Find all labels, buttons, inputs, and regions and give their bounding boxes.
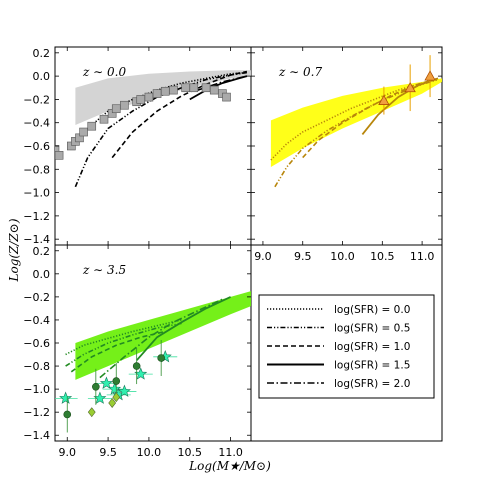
data-point-circle-3 — [132, 362, 141, 370]
legend-label-3: log(SFR) = 1.5 — [334, 360, 410, 372]
series-line-2 — [302, 77, 439, 159]
y-tick-label: −1.2 — [23, 210, 50, 223]
x-tick-label: 10.5 — [370, 250, 395, 263]
series-line-3 — [361, 77, 439, 135]
data-point-diamond-0 — [87, 407, 96, 418]
data-point-square-0 — [55, 145, 60, 154]
legend-label-2: log(SFR) = 1.0 — [334, 341, 410, 353]
y-tick-label: 0.2 — [33, 47, 51, 60]
figure-frame — [54, 46, 443, 442]
tick-labels: 0.20.0−0.2−0.4−0.6−0.8−1.0−1.2−1.40.20.0… — [23, 47, 442, 459]
y-tick-label: −0.8 — [23, 163, 50, 176]
data-point-circle-4 — [157, 354, 165, 362]
y-tick-label: −1.0 — [23, 383, 50, 396]
data-point-square-22 — [222, 92, 231, 102]
data-point-square-20 — [209, 85, 219, 95]
y-tick-label: −0.6 — [23, 337, 50, 350]
y-tick-label: 0.2 — [33, 245, 51, 258]
data-point-square-18 — [189, 83, 199, 93]
series-line-4 — [197, 75, 248, 91]
data-point-square-16 — [169, 85, 178, 95]
panel-2: z ∼ 3.5 — [55, 263, 251, 433]
panel-label-2: z ∼ 3.5 — [82, 263, 126, 277]
x-tick-label: 11.0 — [218, 446, 243, 459]
panel-0: z ∼ 0.0 — [55, 65, 251, 188]
panel-plot-area — [55, 70, 251, 188]
y-tick-label: −0.6 — [23, 140, 50, 153]
series-line-1 — [65, 322, 182, 367]
data-point-star-2 — [99, 376, 113, 389]
legend: log(SFR) = 0.0 log(SFR) = 0.5 log(SFR) = 1… — [258, 294, 435, 399]
panel-plot-area — [270, 55, 442, 188]
data-point-star-5 — [117, 384, 131, 397]
data-point-circle-0 — [63, 410, 72, 419]
scatter-band — [270, 78, 442, 167]
panel-plot-area — [55, 291, 251, 433]
y-axis-title: Log(Z/Z⊙) — [7, 218, 21, 282]
data-point-square-17 — [181, 83, 190, 93]
x-tick-label: 9.5 — [294, 250, 312, 263]
series-line-4 — [99, 298, 223, 379]
x-tick-label: 9.5 — [99, 446, 117, 459]
y-tick-label: −0.2 — [23, 93, 50, 106]
data-point-square-7 — [99, 114, 109, 124]
series-line-2 — [70, 330, 166, 373]
data-point-triangle-0 — [378, 94, 390, 105]
y-tick-label: −1.4 — [23, 233, 50, 246]
data-point-diamond-2 — [112, 392, 121, 403]
panel-1: z ∼ 0.7 — [270, 55, 442, 188]
data-point-square-1 — [55, 151, 64, 160]
data-point-circle-1 — [92, 383, 100, 391]
y-tick-label: 0.0 — [33, 70, 51, 83]
data-point-square-12 — [136, 95, 146, 104]
legend-label-0: log(SFR) = 0.0 — [334, 304, 410, 316]
y-tick-label: 0.0 — [33, 268, 51, 281]
data-point-square-15 — [160, 86, 170, 96]
y-tick-label: −0.4 — [23, 314, 50, 327]
scatter-band — [75, 70, 251, 125]
legend-label-4: log(SFR) = 2.0 — [334, 378, 410, 390]
y-tick-label: −0.2 — [23, 291, 50, 304]
panels: z ∼ 0.0 z ∼ 0.7 z ∼ 3.5 — [54, 46, 443, 442]
panel-label-1: z ∼ 0.7 — [278, 65, 322, 79]
x-tick-label: 10.5 — [178, 446, 203, 459]
y-tick-label: −1.2 — [23, 406, 50, 419]
data-point-square-10 — [120, 100, 129, 110]
data-point-triangle-2 — [424, 70, 436, 81]
data-point-triangle-1 — [404, 81, 416, 93]
data-point-star-0 — [59, 391, 73, 404]
y-tick-label: −1.0 — [23, 187, 50, 200]
data-point-square-5 — [79, 127, 88, 137]
data-point-square-13 — [144, 92, 154, 102]
legend-label-1: log(SFR) = 0.5 — [334, 323, 410, 335]
y-tick-label: −0.8 — [23, 360, 50, 373]
x-tick-label: 10.0 — [330, 250, 355, 263]
data-point-diamond-1 — [108, 397, 117, 408]
series-line-2 — [111, 70, 248, 159]
series-line-3 — [136, 296, 231, 361]
x-axis-title: Log(M★/M⊙) — [188, 459, 271, 473]
legend-box — [258, 294, 435, 399]
x-tick-label: 9.0 — [254, 250, 272, 263]
data-point-circle-2 — [112, 377, 121, 385]
x-tick-label: 11.0 — [410, 250, 435, 263]
data-point-square-6 — [87, 121, 97, 131]
x-tick-label: 9.0 — [59, 446, 77, 459]
x-tick-label: 10.0 — [137, 446, 162, 459]
data-point-square-9 — [111, 104, 121, 114]
data-point-square-14 — [152, 89, 162, 98]
scatter-band — [75, 291, 251, 380]
data-point-square-19 — [201, 83, 211, 93]
y-tick-label: −1.4 — [23, 429, 50, 442]
panel-label-0: z ∼ 0.0 — [82, 65, 126, 79]
y-tick-label: −0.4 — [23, 117, 50, 130]
